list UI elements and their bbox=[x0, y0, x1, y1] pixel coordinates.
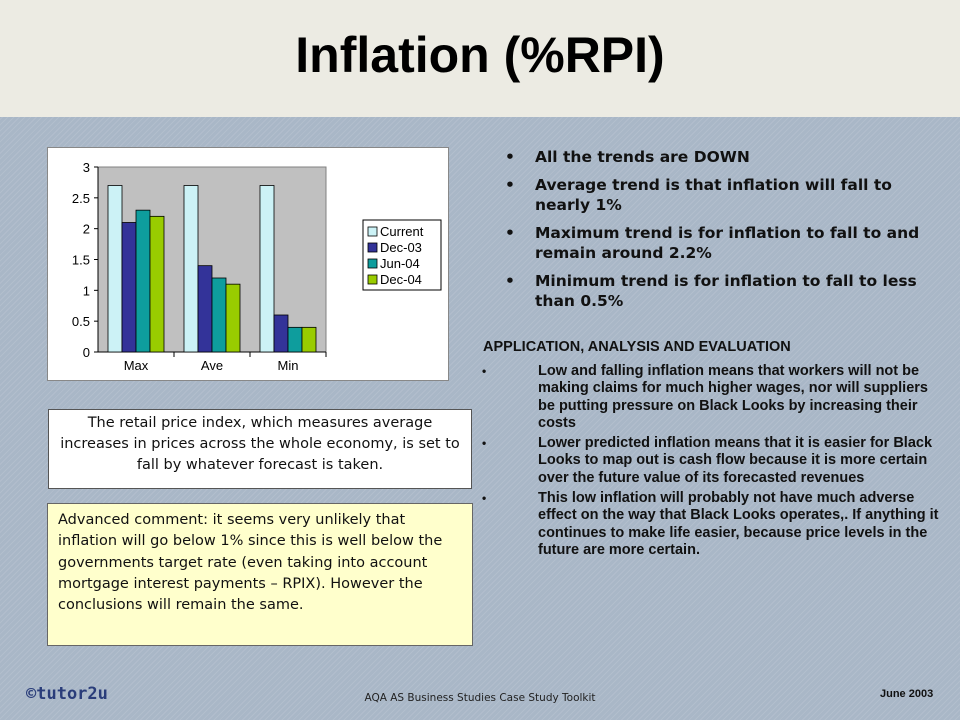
bar-dec-03-ave bbox=[197, 265, 213, 353]
footer-date: June 2003 bbox=[880, 688, 934, 700]
application-heading: APPLICATION, ANALYSIS AND EVALUATION bbox=[483, 339, 791, 355]
bar-jun-04-max bbox=[135, 209, 151, 353]
x-tick-label: Min bbox=[278, 358, 299, 373]
brand-logo: ©tutor2u bbox=[26, 684, 108, 704]
bar-current-min bbox=[259, 185, 275, 353]
legend-label: Dec-04 bbox=[380, 272, 422, 287]
legend-label: Dec-03 bbox=[380, 240, 422, 255]
y-tick-label: 1 bbox=[83, 283, 90, 298]
bullet-item: Average trend is that inflation will fal… bbox=[505, 175, 925, 215]
bar-jun-04-min bbox=[287, 326, 303, 353]
trend-bullets: All the trends are DOWN Average trend is… bbox=[505, 147, 925, 319]
application-item: Lower predicted inflation means that it … bbox=[480, 435, 940, 487]
bar-current-max bbox=[107, 185, 123, 353]
chart-svg: 0 0.5 1 1.5 2 2.5 3 Max Ave Min CurrentDec-03Jun-0… bbox=[72, 160, 442, 373]
legend-label: Current bbox=[380, 224, 424, 239]
y-tick-label: 2 bbox=[83, 222, 90, 237]
bar-current-ave bbox=[183, 185, 199, 353]
legend-swatch bbox=[367, 242, 378, 253]
bar-jun-04-ave bbox=[211, 277, 227, 353]
legend-swatch bbox=[367, 258, 378, 269]
bullet-item: Maximum trend is for inflation to fall t… bbox=[505, 223, 925, 263]
inflation-chart: 0 0.5 1 1.5 2 2.5 3 Max Ave Min Current Dec-03 Jun-0… bbox=[47, 147, 449, 381]
bullet-item: Minimum trend is for inflation to fall t… bbox=[505, 271, 925, 311]
y-tick-label: 3 bbox=[83, 160, 90, 175]
legend-swatch bbox=[367, 274, 378, 285]
bar-dec-04-max bbox=[149, 215, 165, 353]
bar-dec-03-max bbox=[121, 222, 137, 353]
legend-label: Jun-04 bbox=[380, 256, 420, 271]
bullet-item: All the trends are DOWN bbox=[505, 147, 925, 167]
legend-swatch bbox=[367, 226, 378, 237]
application-item: This low inflation will probably not hav… bbox=[480, 490, 940, 559]
y-tick-label: 1.5 bbox=[72, 253, 90, 268]
x-tick-label: Max bbox=[124, 358, 149, 373]
y-tick-label: 0.5 bbox=[72, 314, 90, 329]
y-tick-label: 2.5 bbox=[72, 191, 90, 206]
application-list: Low and falling inflation means that wor… bbox=[480, 363, 940, 562]
rpi-note-box: The retail price index, which measures a… bbox=[48, 409, 472, 489]
y-tick-label: 0 bbox=[83, 345, 90, 360]
title-bar: Inflation (%RPI) bbox=[0, 0, 960, 117]
page-title: Inflation (%RPI) bbox=[295, 27, 665, 83]
bar-dec-04-min bbox=[301, 326, 317, 353]
application-item: Low and falling inflation means that wor… bbox=[480, 363, 940, 432]
advanced-comment-box: Advanced comment: it seems very unlikely… bbox=[47, 503, 473, 646]
bar-dec-04-ave bbox=[225, 283, 241, 353]
x-tick-label: Ave bbox=[201, 358, 223, 373]
footer-text: AQA AS Business Studies Case Study Toolk… bbox=[364, 692, 596, 704]
bar-dec-03-min bbox=[273, 314, 289, 353]
